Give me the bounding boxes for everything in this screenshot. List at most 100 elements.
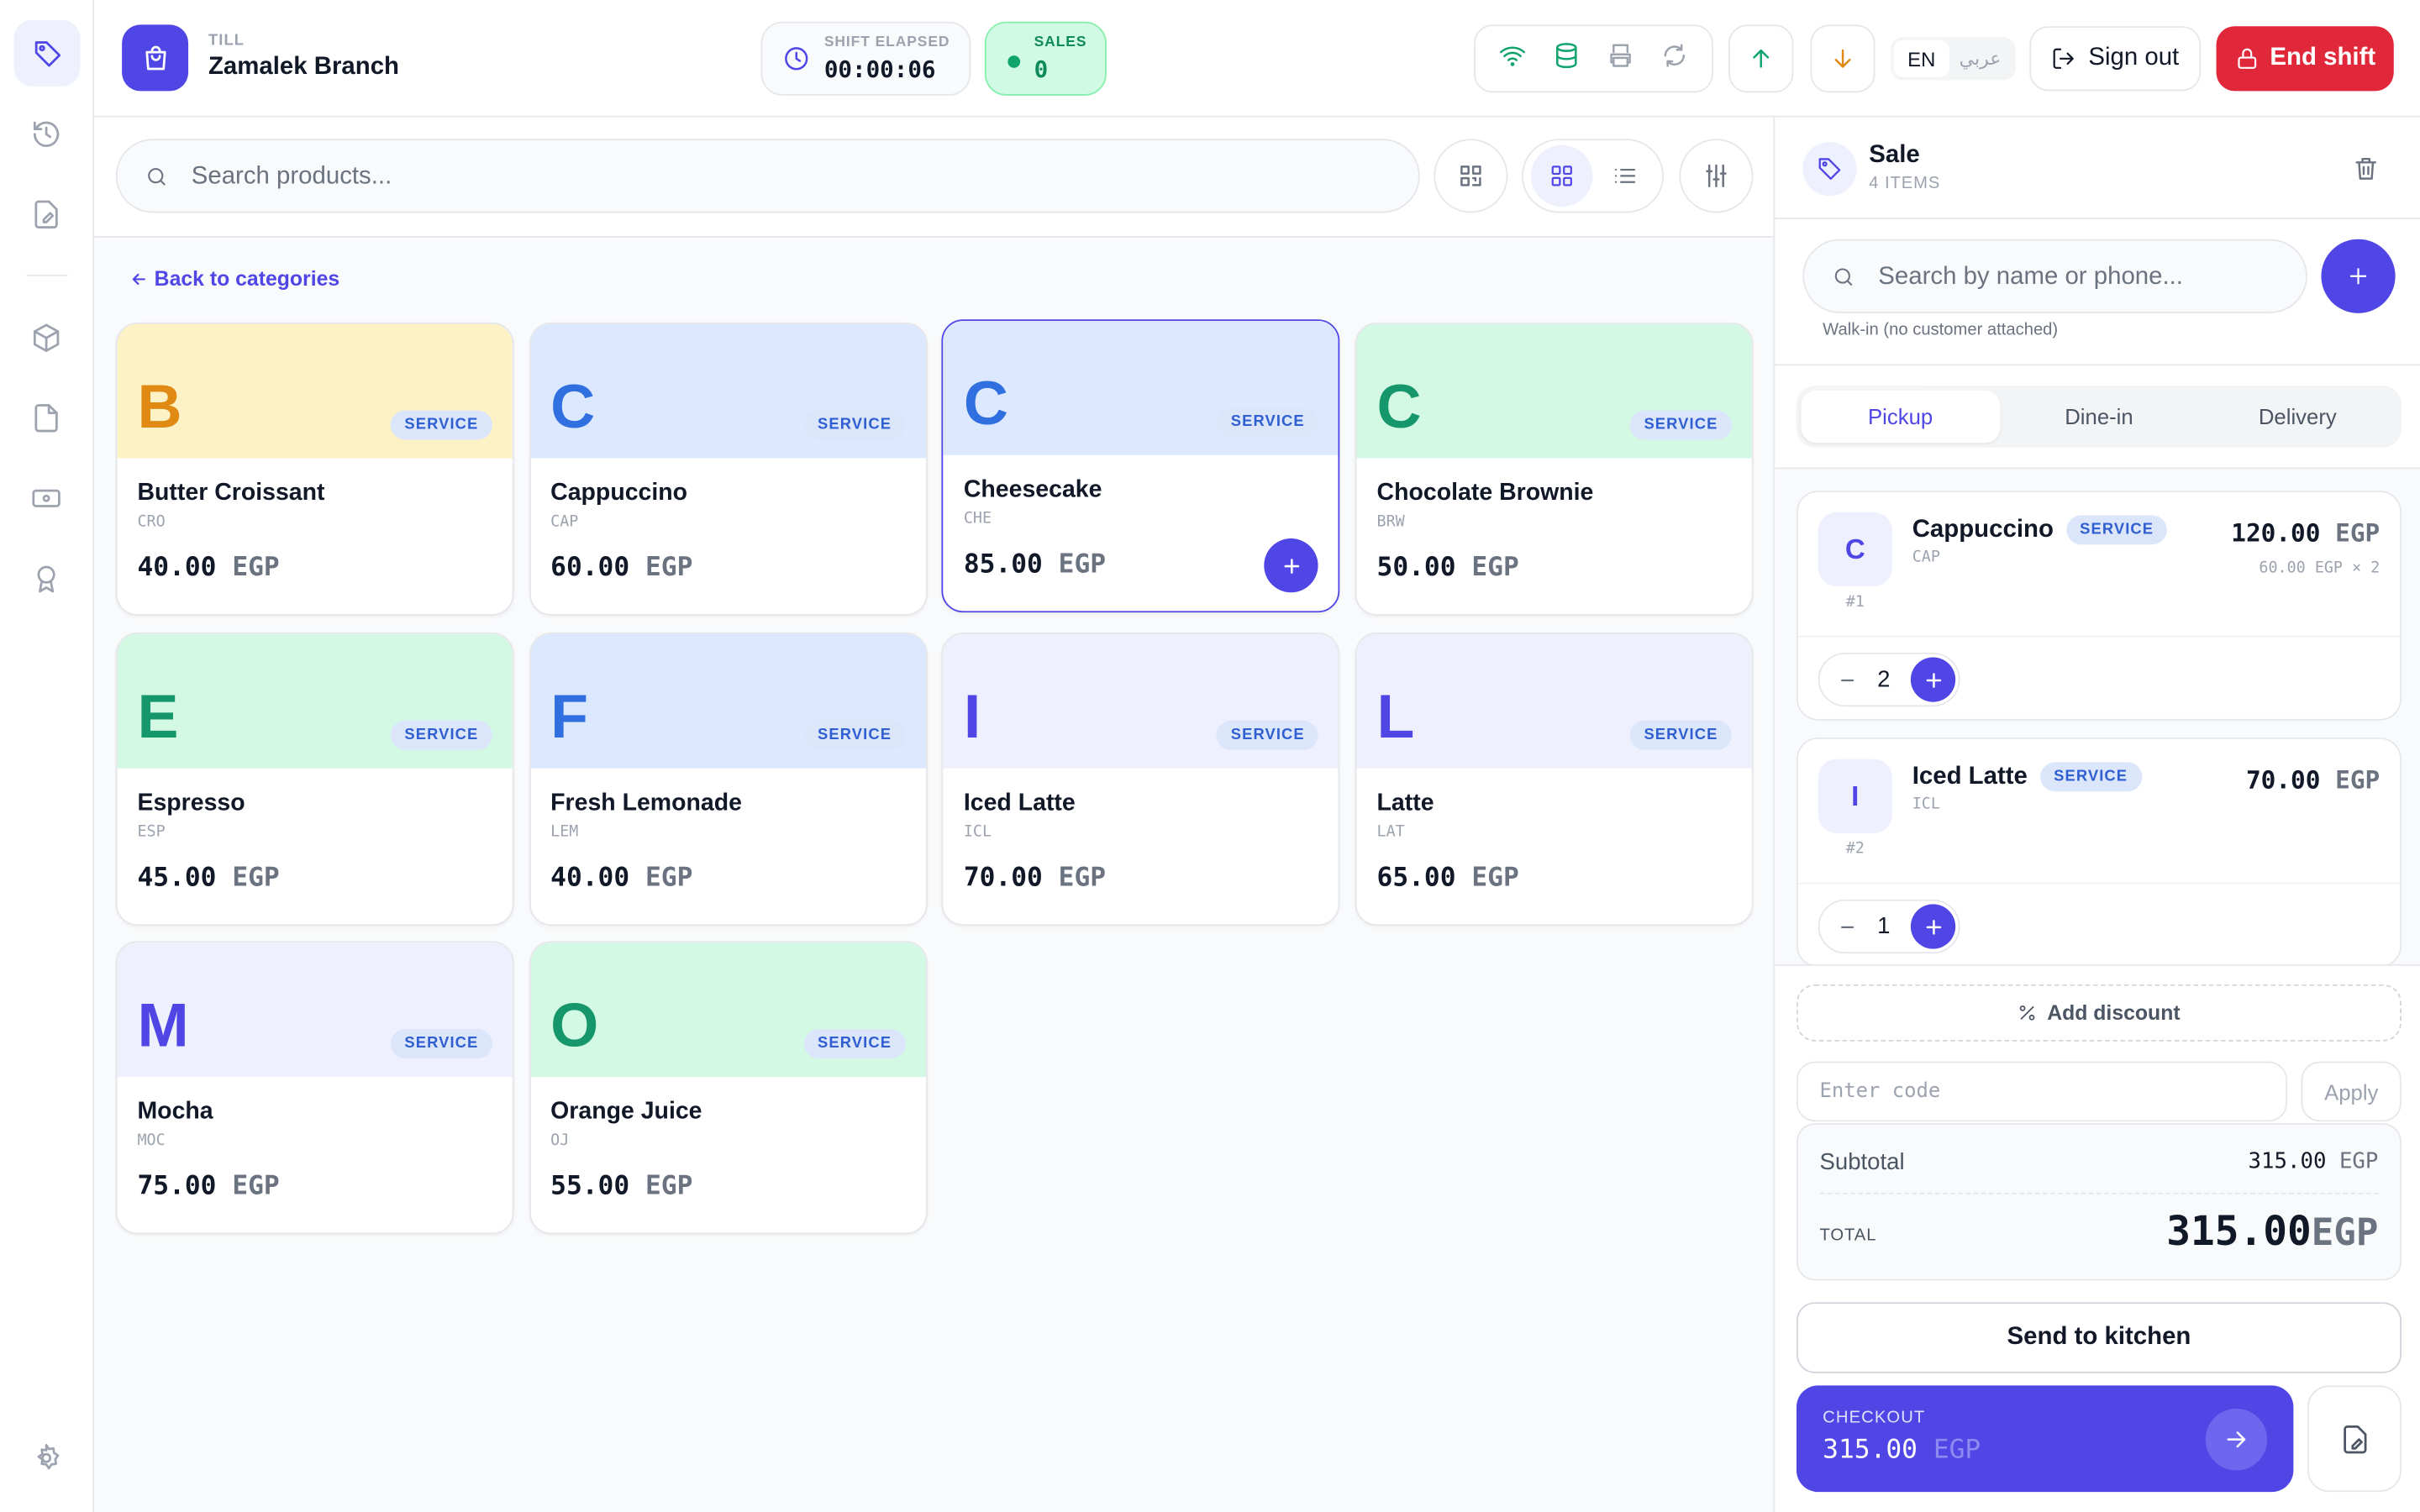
printer-icon[interactable] — [1607, 41, 1634, 76]
lang-en[interactable]: EN — [1893, 39, 1949, 77]
subtotal-label: Subtotal — [1819, 1149, 1905, 1176]
item-unit: 60.00 EGP × 2 — [2259, 560, 2380, 577]
divider — [1775, 467, 2420, 470]
totals-box: Subtotal 315.00 EGP TOTAL 315.00EGP — [1796, 1123, 2402, 1281]
clear-cart[interactable] — [2352, 155, 2380, 190]
search-placeholder: Search products... — [191, 163, 392, 190]
service-badge: SERVICE — [2065, 515, 2168, 545]
nav-settings[interactable] — [31, 1442, 62, 1481]
back-link[interactable]: Back to categories — [129, 267, 339, 290]
till-label: TILL — [208, 32, 245, 50]
divider — [1819, 1192, 2379, 1194]
product-name: Iced Latte — [963, 789, 1076, 816]
list-view[interactable] — [1593, 164, 1655, 188]
branch-name: Zamalek Branch — [208, 54, 399, 81]
price-value: 40.00 — [137, 552, 217, 584]
qty-value: 2 — [1877, 666, 1891, 693]
wifi-icon — [1498, 41, 1526, 76]
nav-cash[interactable] — [31, 483, 62, 522]
currency: EGP — [2335, 765, 2381, 795]
grid-view[interactable] — [1530, 144, 1592, 207]
checkout-label: CHECKOUT — [1823, 1408, 1926, 1427]
product-card[interactable]: C SERVICE Chocolate Brownie BRW 50.00 EGP — [1355, 322, 1754, 616]
checkout-amount: 315.00 — [1823, 1435, 1918, 1466]
product-price: 85.00 EGP — [964, 549, 1106, 580]
product-price: 45.00 EGP — [137, 862, 279, 893]
checkout-button[interactable]: CHECKOUT 315.00 EGP — [1796, 1385, 2294, 1493]
nav-docs[interactable] — [31, 402, 62, 441]
end-shift-button[interactable]: End shift — [2216, 26, 2394, 92]
product-card[interactable]: C SERVICE Cappuccino CAP 60.00 EGP — [529, 322, 928, 616]
divider — [1775, 217, 2420, 219]
sign-out-button[interactable]: Sign out — [2029, 26, 2202, 92]
add-to-cart[interactable] — [1265, 538, 1319, 593]
product-card[interactable]: M SERVICE Mocha MOC 75.00 EGP — [115, 941, 514, 1235]
nav-notes[interactable] — [31, 199, 62, 238]
customer-search[interactable]: Search by name or phone... — [1802, 239, 2307, 313]
product-letter: L — [1376, 682, 1415, 751]
item-title: Iced Latte SERVICE — [1912, 762, 2142, 792]
qty-plus[interactable] — [1910, 657, 1956, 702]
sales-value: 0 — [1034, 55, 1049, 84]
item-index: #2 — [1845, 841, 1865, 858]
product-code: LAT — [1376, 822, 1405, 841]
total-value: 315.00 — [2166, 1210, 2312, 1257]
product-card[interactable]: O SERVICE Orange Juice OJ 55.00 EGP — [529, 941, 928, 1235]
product-tint: M SERVICE — [117, 942, 513, 1078]
order-type-tabs: Pickup Dine-in Delivery — [1796, 386, 2402, 448]
filter-button[interactable] — [1679, 139, 1754, 213]
upload-button[interactable] — [1728, 24, 1794, 93]
qty-plus[interactable] — [1910, 904, 1956, 949]
nav-history[interactable] — [31, 118, 62, 157]
lang-ar[interactable]: عربي — [1959, 47, 2002, 70]
product-search[interactable]: Search products... — [115, 139, 1420, 213]
add-discount[interactable]: Add discount — [1796, 984, 2402, 1042]
product-tint: O SERVICE — [530, 942, 926, 1078]
sign-out-label: Sign out — [2088, 45, 2180, 71]
apply-button[interactable]: Apply — [2301, 1061, 2402, 1122]
product-card[interactable]: L SERVICE Latte LAT 65.00 EGP — [1355, 632, 1754, 926]
product-code: ICL — [963, 822, 992, 841]
currency: EGP — [2314, 559, 2343, 577]
nav-sale[interactable] — [13, 19, 81, 87]
divider — [1775, 963, 2420, 966]
item-total-value: 120.00 — [2231, 518, 2321, 549]
send-to-kitchen[interactable]: Send to kitchen — [1796, 1302, 2402, 1373]
price-value: 65.00 — [1376, 861, 1456, 893]
item-index: #1 — [1845, 594, 1865, 612]
walkin-note: Walk-in (no customer attached) — [1823, 321, 2059, 340]
promo-code-input[interactable]: Enter code — [1796, 1061, 2288, 1122]
nav-loyalty[interactable] — [31, 563, 62, 601]
save-draft[interactable] — [2307, 1385, 2402, 1493]
product-card[interactable]: F SERVICE Fresh Lemonade LEM 40.00 EGP — [529, 632, 928, 926]
qty-stepper: 1 — [1818, 899, 1960, 954]
currency: EGP — [2335, 518, 2381, 549]
scan-button[interactable] — [1434, 139, 1508, 213]
product-card[interactable]: B SERVICE Butter Croissant CRO 40.00 EGP — [115, 322, 514, 616]
qty-minus[interactable] — [1839, 917, 1857, 936]
product-code: CRO — [137, 513, 166, 531]
sync-icon[interactable] — [1661, 41, 1689, 76]
product-price: 40.00 EGP — [550, 862, 692, 893]
product-card[interactable]: E SERVICE Espresso ESP 45.00 EGP — [115, 632, 514, 926]
product-code: CAP — [550, 513, 579, 531]
order-type-tab[interactable]: Pickup — [1801, 390, 2000, 444]
product-letter: C — [550, 373, 596, 442]
add-customer[interactable] — [2321, 239, 2396, 313]
product-card[interactable]: I SERVICE Iced Latte ICL 70.00 EGP — [942, 632, 1341, 926]
product-price: 55.00 EGP — [550, 1171, 692, 1202]
product-price: 40.00 EGP — [137, 553, 279, 584]
currency: EGP — [1058, 549, 1107, 580]
qty-minus[interactable] — [1839, 670, 1857, 689]
nav-products[interactable] — [31, 323, 62, 361]
divider — [1797, 882, 2401, 885]
product-code: OJ — [550, 1132, 570, 1150]
qty-stepper: 2 — [1818, 652, 1960, 707]
order-type-tab[interactable]: Dine-in — [2065, 404, 2133, 429]
item-name: Iced Latte — [1912, 763, 2028, 790]
order-type-tab[interactable]: Delivery — [2258, 404, 2337, 429]
status-icons — [1474, 24, 1713, 93]
download-button[interactable] — [1810, 24, 1876, 93]
product-card[interactable]: C SERVICE Cheesecake CHE 85.00 EGP — [942, 319, 1341, 613]
